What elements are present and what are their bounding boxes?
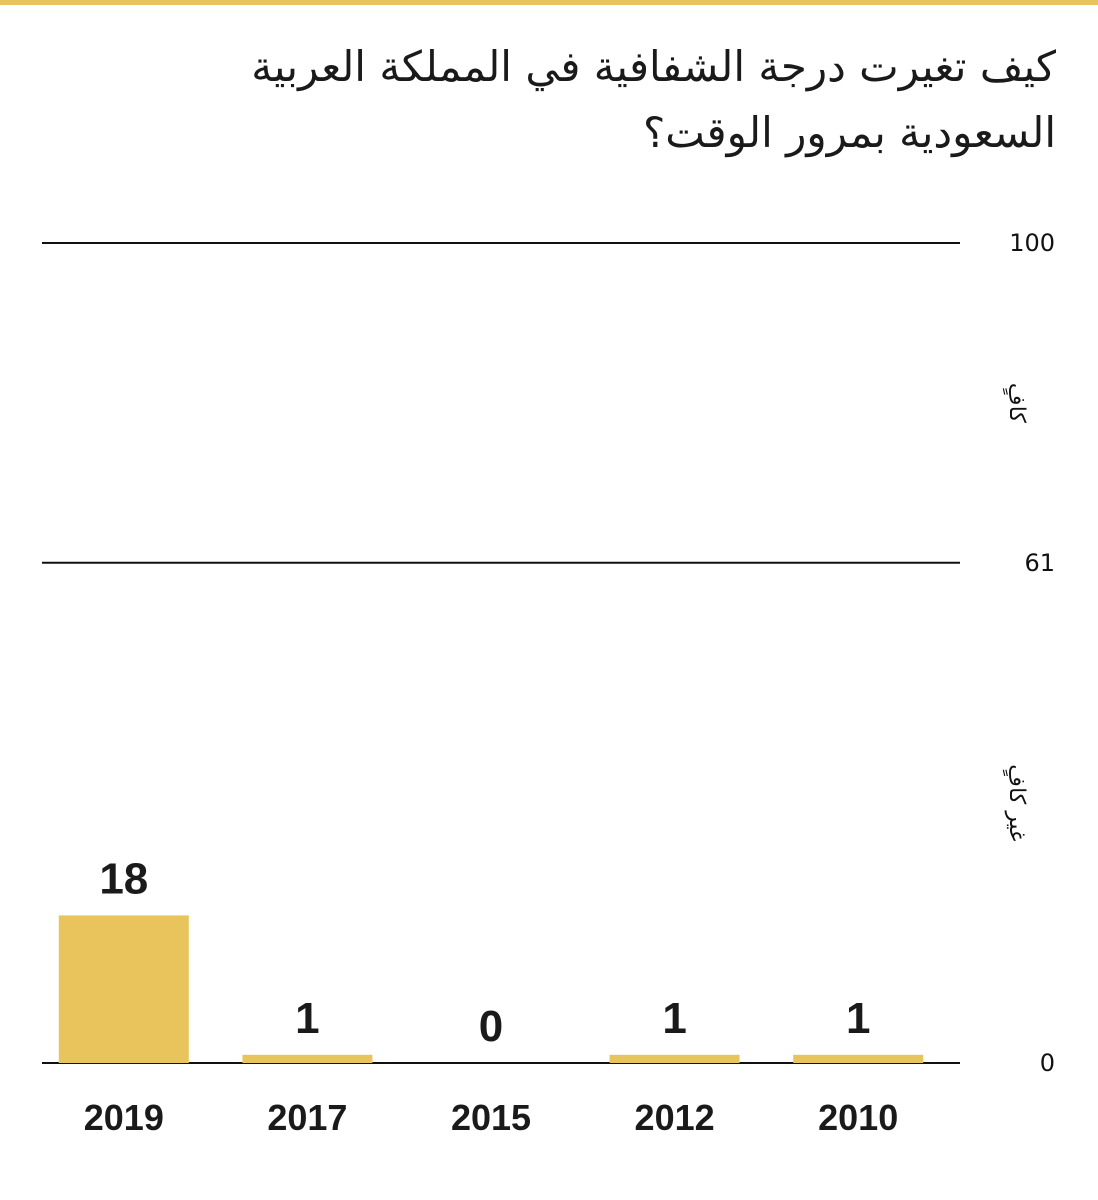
x-axis-labels: 2019 2017 2015 2012 2010: [84, 1097, 898, 1138]
value-label-2010: 1: [846, 994, 870, 1043]
x-tick-label-2015: 2015: [451, 1097, 531, 1138]
value-label-2017: 1: [295, 994, 319, 1043]
x-tick-label-2012: 2012: [635, 1097, 715, 1138]
value-label-2019: 18: [99, 854, 148, 903]
y-axis-ticks: 0 61 100: [1009, 229, 1055, 1077]
band-labels: كافٍ غير كافٍ: [1002, 383, 1029, 842]
y-tick-label-100: 100: [1009, 229, 1055, 257]
bar-2012: [609, 1054, 740, 1063]
chart-title: كيف تغيرت درجة الشفافية في المملكة العرب…: [251, 42, 1056, 157]
band-label-insufficient: غير كافٍ: [1002, 764, 1029, 841]
bar-2010: [793, 1054, 924, 1063]
value-label-2012: 1: [662, 994, 686, 1043]
bars: [58, 915, 924, 1063]
value-labels: 18 1 0 1 1: [99, 854, 870, 1051]
bar-2017: [242, 1054, 373, 1063]
x-tick-label-2010: 2010: [818, 1097, 898, 1138]
top-accent-rule: [0, 0, 1098, 5]
x-tick-label-2017: 2017: [267, 1097, 347, 1138]
bar-2019: [58, 915, 189, 1063]
x-tick-label-2019: 2019: [84, 1097, 164, 1138]
y-tick-label-61: 61: [1024, 549, 1055, 577]
band-label-sufficient: كافٍ: [1002, 383, 1029, 424]
y-tick-label-0: 0: [1040, 1049, 1055, 1077]
value-label-2015: 0: [479, 1002, 503, 1051]
